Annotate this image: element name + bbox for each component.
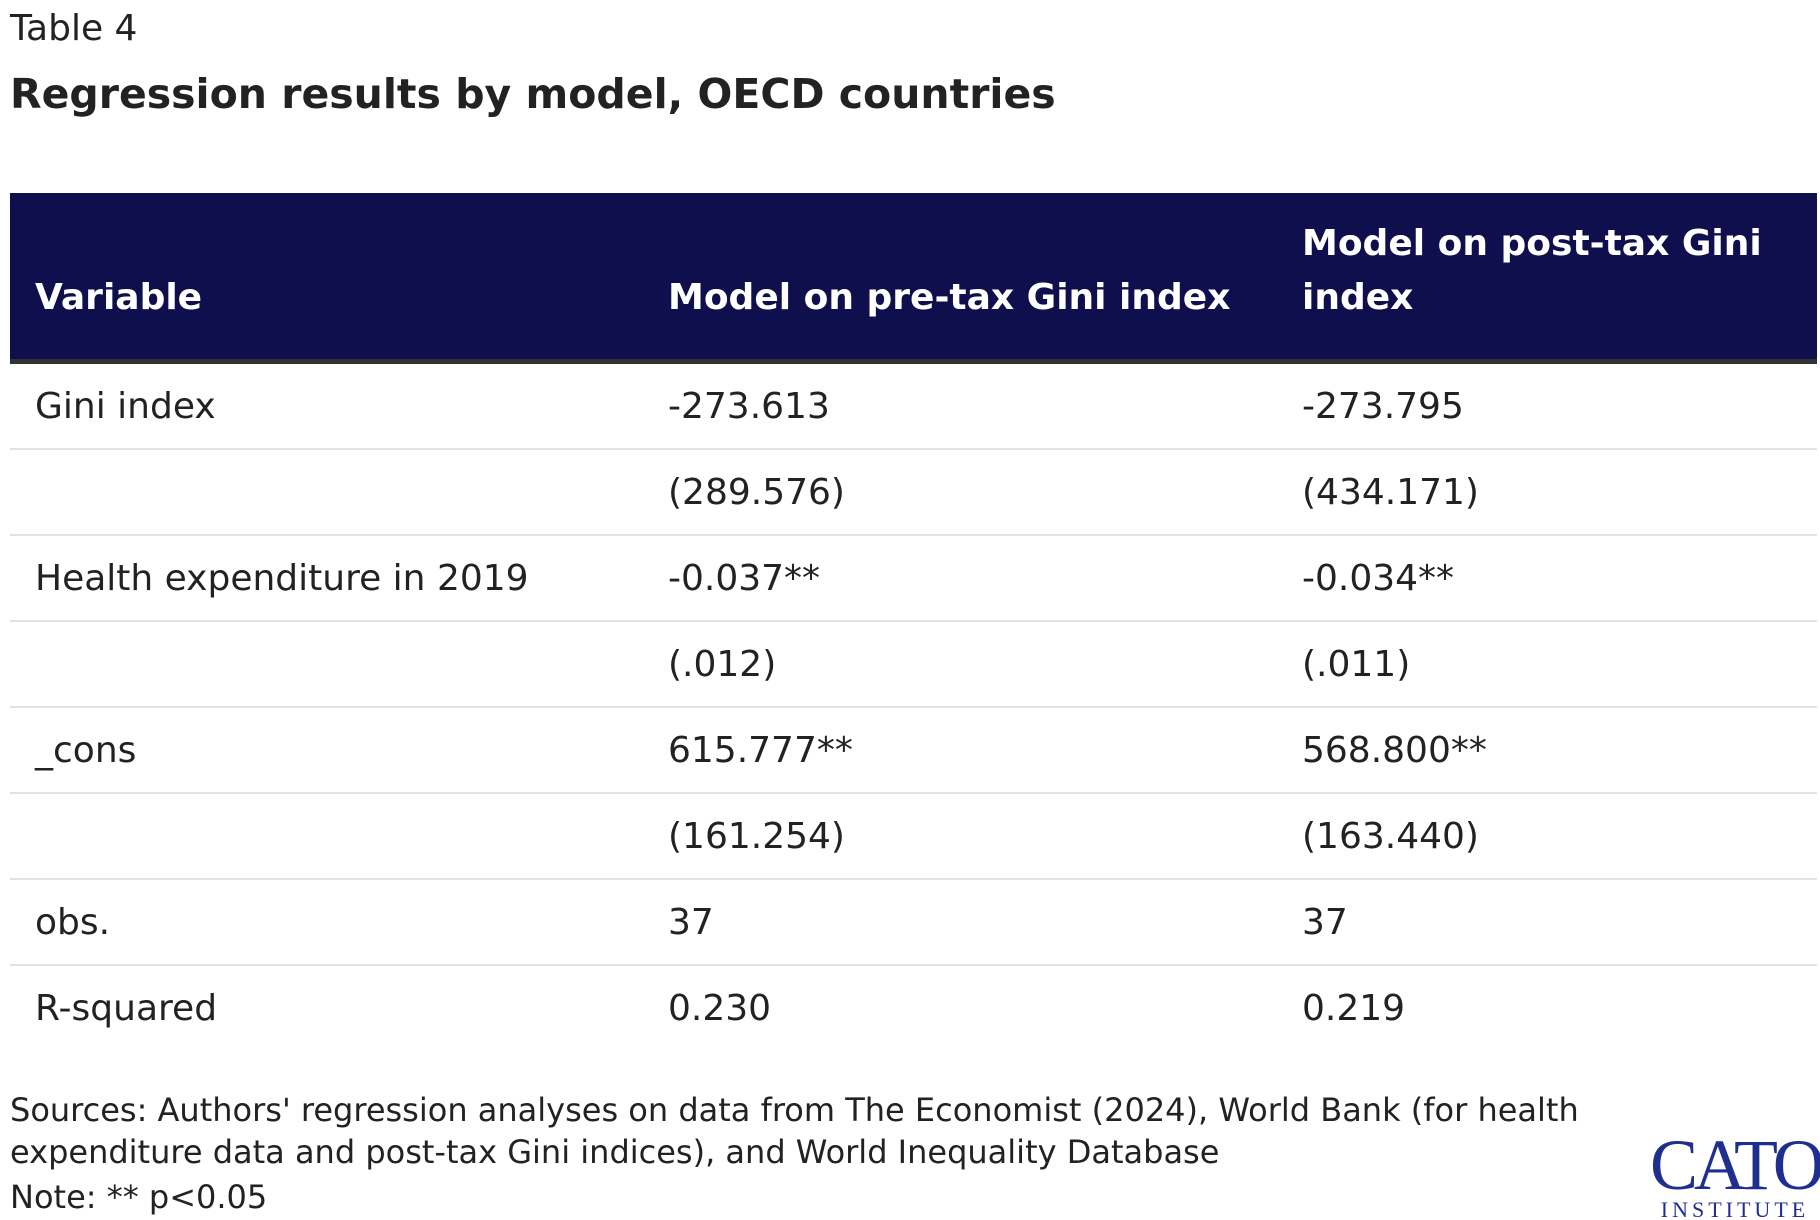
value-cell: 37 <box>643 879 1277 966</box>
table-row: (161.254) (163.440) <box>10 793 1817 880</box>
value-cell: (.012) <box>643 621 1277 708</box>
variable-cell <box>10 621 643 708</box>
value-cell: -273.613 <box>643 361 1277 450</box>
value-cell: -0.034** <box>1277 535 1817 622</box>
variable-cell: Health expenditure in 2019 <box>10 535 643 622</box>
table-row: (289.576) (434.171) <box>10 449 1817 536</box>
value-cell: -0.037** <box>643 535 1277 622</box>
value-cell: 568.800** <box>1277 707 1817 794</box>
logo-name: CATO <box>1650 1130 1820 1205</box>
logo-subtitle: INSTITUTE <box>1660 1197 1810 1220</box>
table-row: obs. 37 37 <box>10 879 1817 966</box>
value-cell: (.011) <box>1277 621 1817 708</box>
value-cell: (163.440) <box>1277 793 1817 880</box>
value-cell: -273.795 <box>1277 361 1817 450</box>
table-row: Health expenditure in 2019 -0.037** -0.034… <box>10 535 1817 622</box>
table-row: Gini index -273.613 -273.795 <box>10 361 1817 450</box>
value-cell: (289.576) <box>643 449 1277 536</box>
value-cell: 0.219 <box>1302 987 1406 1029</box>
value-cell: 0.230 <box>668 987 772 1029</box>
table-body: Gini index -273.613 -273.795 (289.576) (434.… <box>10 361 1817 1051</box>
table-row: R-squared 0.230 0.219 <box>10 965 1817 1050</box>
variable-cell: R-squared <box>35 987 218 1029</box>
logo: CATO INSTITUTE <box>1650 1130 1820 1220</box>
variable-cell <box>10 793 643 880</box>
value-cell: 37 <box>1277 879 1817 966</box>
variable-cell <box>10 449 643 536</box>
variable-cell: Gini index <box>10 361 643 450</box>
table-row: _cons 615.777** 568.800** <box>10 707 1817 794</box>
header-row: Variable Model on pre-tax Gini index Model… <box>10 193 1817 364</box>
table-title: Regression results by model, OECD countr… <box>10 70 1056 118</box>
variable-cell: obs. <box>10 879 643 966</box>
column-header: Variable <box>10 193 643 364</box>
sources: Sources: Authors' regression analyses on… <box>10 1091 1579 1171</box>
column-header: Model on pre-tax Gini index <box>643 193 1277 364</box>
variable-cell: _cons <box>10 707 643 794</box>
value-cell: (161.254) <box>643 793 1277 880</box>
table-label: Table 4 <box>10 8 138 49</box>
table-row: (.012) (.011) <box>10 621 1817 708</box>
value-cell: (434.171) <box>1277 449 1817 536</box>
column-header: Model on post-tax Gini index <box>1277 193 1817 364</box>
note: Note: ** p<0.05 <box>10 1178 268 1216</box>
value-cell: 615.777** <box>643 707 1277 794</box>
regression-table: Variable Model on pre-tax Gini index Model… <box>10 193 1817 1050</box>
